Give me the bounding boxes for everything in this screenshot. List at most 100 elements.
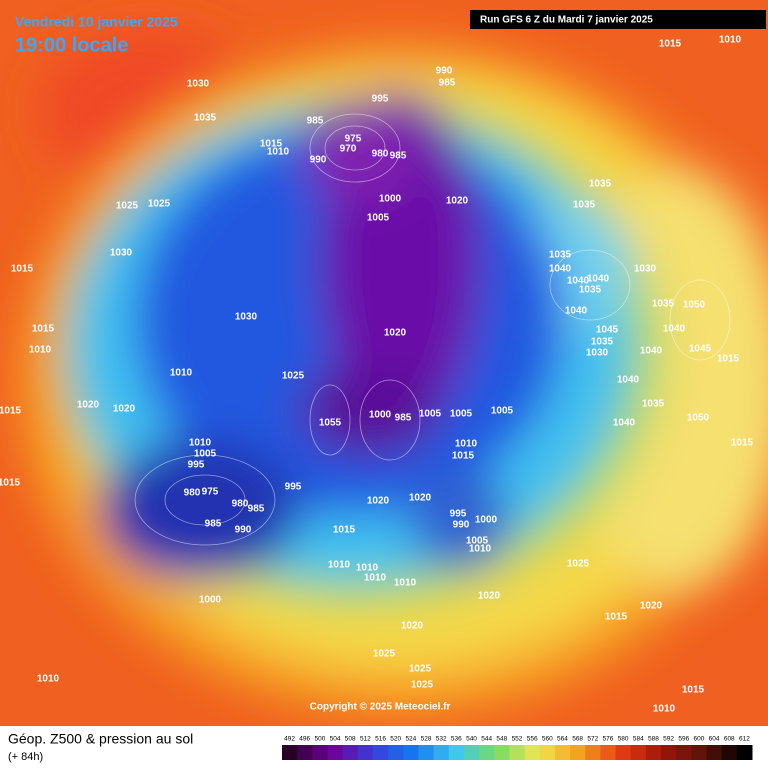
scale-swatch [661, 745, 677, 760]
isobar-label: 1035 [589, 179, 612, 190]
scale-swatch [282, 745, 298, 760]
isobar-label: 1015 [11, 264, 34, 275]
isobar-label: 985 [390, 151, 407, 162]
isobar-label: 1055 [319, 418, 342, 429]
isobar-label: 1025 [411, 680, 434, 691]
isobar-label: 1025 [148, 199, 171, 210]
scale-label: 512 [360, 736, 371, 743]
isobar-label: 1010 [328, 560, 351, 571]
isobar-label: 1020 [367, 496, 390, 507]
isobar-label: 1010 [356, 563, 379, 574]
isobar-label: 1040 [587, 274, 610, 285]
scale-swatch [327, 745, 344, 760]
isobar-label: 985 [395, 413, 412, 424]
isobar-label: 1010 [364, 573, 387, 584]
scale-label: 524 [405, 736, 416, 743]
isobar-label: 985 [248, 504, 265, 515]
isobar-label: 1020 [478, 591, 501, 602]
scale-label: 540 [466, 736, 477, 743]
scale-swatch [463, 745, 480, 760]
scale-swatch [630, 745, 647, 760]
isobar-label: 1040 [613, 418, 636, 429]
isobar-label: 985 [439, 78, 456, 89]
isobar-label: 1040 [565, 306, 588, 317]
scale-label: 596 [678, 736, 689, 743]
isobar-label: 1040 [617, 375, 640, 386]
scale-label: 612 [739, 736, 750, 743]
isobar-label: 1050 [687, 413, 710, 424]
scale-swatch [388, 745, 404, 760]
isobar-label: 1035 [579, 285, 602, 296]
isobar-label: 1015 [452, 451, 475, 462]
scale-swatch [403, 745, 419, 760]
scale-label: 496 [299, 736, 310, 743]
scale-swatch [494, 745, 510, 760]
isobar-label: 1000 [379, 194, 402, 205]
run: Run GFS 6 Z du Mardi 7 janvier 2025 [480, 15, 653, 26]
isobar-label: 1015 [333, 525, 356, 536]
isobar-label: 1020 [113, 404, 136, 415]
scale-label: 572 [587, 736, 598, 743]
isobar-label: 1030 [586, 348, 609, 359]
isobar-label: 1010 [170, 368, 193, 379]
isobar-label: 985 [307, 116, 324, 127]
isobar-label: 1045 [689, 344, 712, 355]
isobar-label: 990 [235, 525, 252, 536]
isobar-label: 1040 [567, 276, 590, 287]
isobar-label: 1010 [653, 704, 676, 715]
isobar-label: 1030 [110, 248, 133, 259]
isobar-label: 995 [285, 482, 302, 493]
isobar-label: 1020 [401, 621, 424, 632]
isobar-label: 1020 [384, 328, 407, 339]
isobar-label: 1015 [682, 685, 705, 696]
isobar-label: 1040 [640, 346, 663, 357]
scale-swatch [312, 745, 328, 760]
scale-swatch [539, 745, 556, 760]
scale-swatch [600, 745, 617, 760]
scale-label: 504 [330, 736, 341, 743]
scale-swatch [706, 745, 723, 760]
isobar-label: 1005 [491, 406, 514, 417]
isobar-label: 1010 [267, 147, 290, 158]
isobar-label: 1005 [419, 409, 442, 420]
isobar-label: 1015 [605, 612, 628, 623]
scale-swatch [570, 745, 586, 760]
isobar-label: 1010 [394, 578, 417, 589]
isobar-label: 1035 [549, 250, 572, 261]
scale-label: 588 [648, 736, 659, 743]
scale-label: 608 [724, 736, 735, 743]
isobar-label: 1035 [652, 299, 675, 310]
color-scale: 492 496 500 504 508 512 516 520 524 528 532 536 540 5… [282, 736, 753, 760]
isobar-label: 1035 [591, 337, 614, 348]
run-box [470, 10, 766, 29]
scale-label: 492 [284, 736, 295, 743]
scale-swatch [448, 745, 465, 760]
isobar-label: 990 [436, 66, 453, 77]
isobar-label: 985 [205, 519, 222, 530]
isobar-label: 1025 [409, 664, 432, 675]
isobar-label: 1015 [32, 324, 55, 335]
isobar-label: 1010 [189, 438, 212, 449]
scale-label: 568 [572, 736, 583, 743]
scale-label: 528 [421, 736, 432, 743]
isobar-label: 1035 [642, 399, 665, 410]
isobar-label: 1025 [116, 201, 139, 212]
isobar-label: 980 [372, 149, 389, 160]
scale-label: 516 [375, 736, 386, 743]
isobar-label: 1050 [683, 300, 706, 311]
date: Vendredi 10 janvier 2025 [15, 14, 178, 30]
scale-swatch [524, 745, 541, 760]
isobar-label: 1010 [455, 439, 478, 450]
isobar-label: 1010 [719, 35, 742, 46]
isobar-label: 1020 [446, 196, 469, 207]
scale-label: 536 [451, 736, 462, 743]
scale-label: 544 [481, 736, 492, 743]
scale-label: 564 [557, 736, 568, 743]
scale-label: 580 [618, 736, 629, 743]
isobar-label: 1025 [567, 559, 590, 570]
footer-title: Géop. Z500 & pression au sol [8, 731, 193, 747]
isobar-label: 1005 [367, 213, 390, 224]
scale-label: 508 [345, 736, 356, 743]
